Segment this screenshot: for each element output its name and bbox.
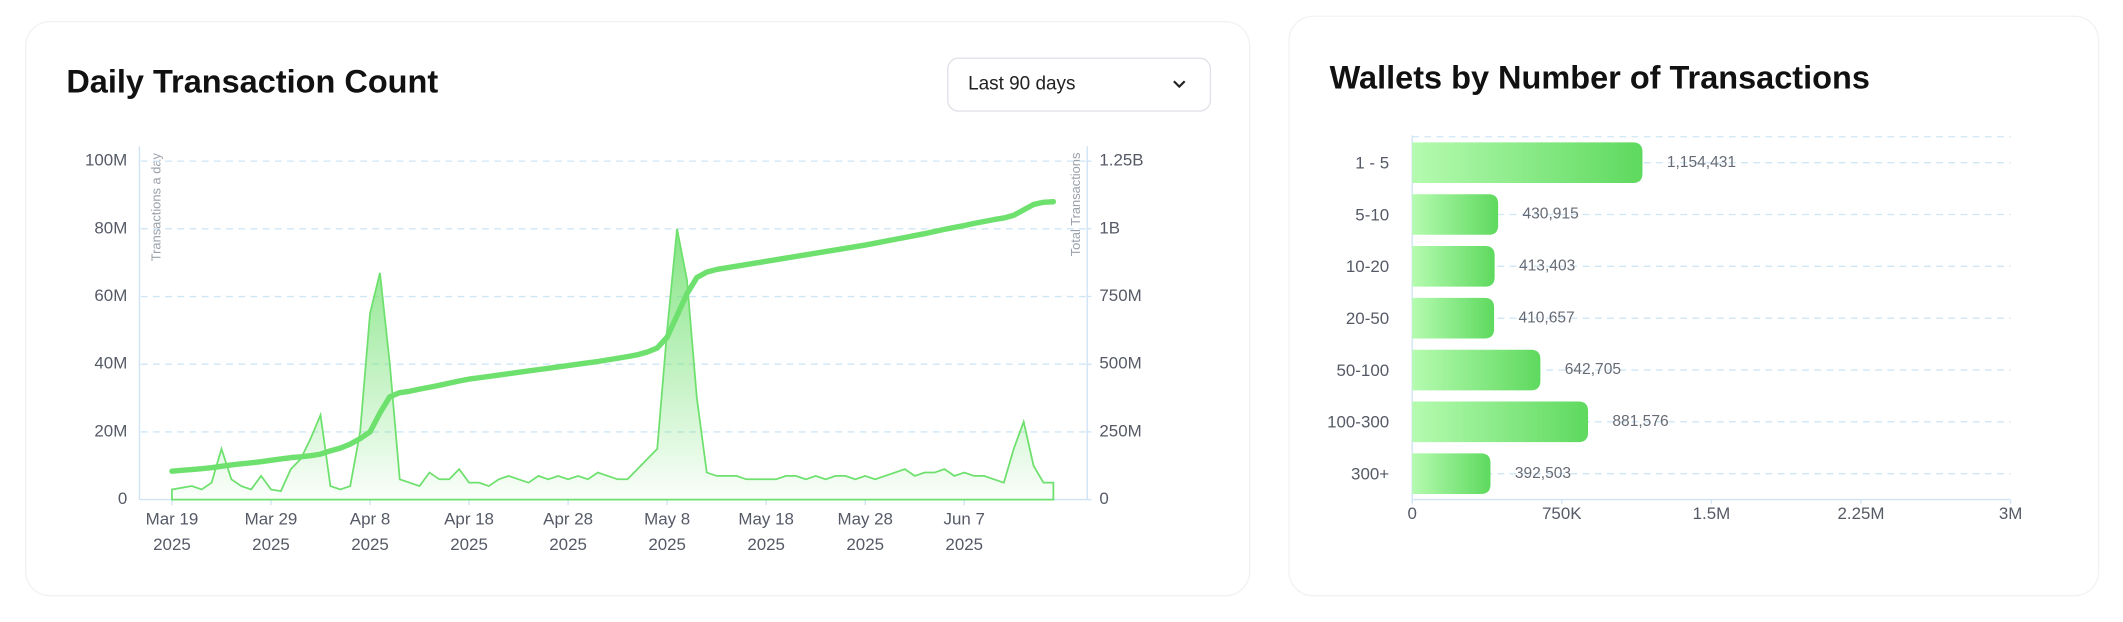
x-tick-label: May 18 [738, 509, 793, 528]
value-label: 881,576 [1612, 413, 1668, 430]
y-tick-label: 40M [94, 354, 127, 373]
x-tick-year: 2025 [153, 535, 191, 554]
chart-title: Wallets by Number of Transactions [1330, 59, 1870, 95]
dropdown[interactable]: Last 90 days [947, 57, 1212, 112]
y-tick-label: 1 - 5 [1355, 153, 1389, 172]
y-tick-label: 20-50 [1346, 309, 1389, 328]
x-tick-year: 2025 [846, 535, 884, 554]
y2-tick-label: 0 [1099, 489, 1108, 508]
chart-title: Daily Transaction Count [66, 64, 438, 100]
value-label: 410,657 [1518, 309, 1574, 326]
value-label: 430,915 [1523, 206, 1579, 223]
chevron[interactable] [1173, 80, 1186, 89]
x-tick-year: 2025 [648, 535, 686, 554]
bar [1412, 142, 1643, 183]
y-tick-label: 20M [94, 421, 127, 440]
y2-tick-label: 250M [1099, 421, 1141, 440]
bar [1412, 246, 1495, 287]
x-tick-label: Apr 28 [543, 509, 593, 528]
x-tick-year: 2025 [549, 535, 587, 554]
line [169, 199, 1057, 474]
x-tick-label: 750K [1542, 504, 1582, 523]
x-tick-label: May 28 [837, 509, 892, 528]
bar [1412, 194, 1499, 235]
dropdown-label[interactable]: Last 90 days [968, 74, 1075, 95]
y-tick-label: 5-10 [1355, 205, 1389, 224]
value-label: 413,403 [1519, 257, 1575, 274]
value-label: 642,705 [1565, 361, 1621, 378]
y-tick-label: 300+ [1351, 465, 1389, 484]
x-tick-year: 2025 [351, 535, 389, 554]
y2-tick-label: 1B [1099, 218, 1120, 237]
x-tick-label: Mar 29 [245, 509, 298, 528]
x-tick-year: 2025 [450, 535, 488, 554]
bar [1412, 297, 1495, 339]
x-tick-label: 2.25M [1838, 504, 1885, 523]
area-fill [171, 228, 1055, 501]
bar [1412, 349, 1541, 391]
y-tick-label: 10-20 [1346, 257, 1389, 276]
x-tick-label: Apr 8 [350, 509, 390, 528]
y2-tick-label: 750M [1099, 286, 1141, 305]
y-tick-label: 50-100 [1336, 361, 1389, 380]
y2-tick-label: 1.25B [1099, 151, 1143, 170]
y-tick-label: 100M [85, 151, 127, 170]
x-tick-label: Mar 19 [146, 509, 199, 528]
x-tick-year: 2025 [252, 535, 290, 554]
dropdown-box[interactable] [947, 57, 1212, 112]
x-tick-year: 2025 [945, 535, 983, 554]
x-tick-year: 2025 [747, 535, 785, 554]
x-tick-label: May 8 [644, 509, 690, 528]
x-tick-label: 1.5M [1693, 504, 1731, 523]
y-tick-label: 0 [118, 489, 127, 508]
bar [1412, 453, 1491, 494]
y-tick-label: 60M [94, 286, 127, 305]
value-label: 1,154,431 [1667, 154, 1736, 171]
y-axis-title: Transactions a day [148, 153, 163, 262]
y2-tick-label: 500M [1099, 354, 1141, 373]
x-tick-label: Jun 7 [944, 509, 985, 528]
x-tick-label: Apr 18 [444, 509, 494, 528]
y-tick-label: 100-300 [1327, 413, 1389, 432]
bar [1412, 401, 1589, 443]
x-tick-label: 3M [1999, 504, 2023, 523]
x-tick-label: 0 [1407, 504, 1416, 523]
value-label: 392,503 [1515, 465, 1571, 482]
y-tick-label: 80M [94, 218, 127, 237]
y2-axis-title: Total Transactions [1068, 153, 1083, 257]
